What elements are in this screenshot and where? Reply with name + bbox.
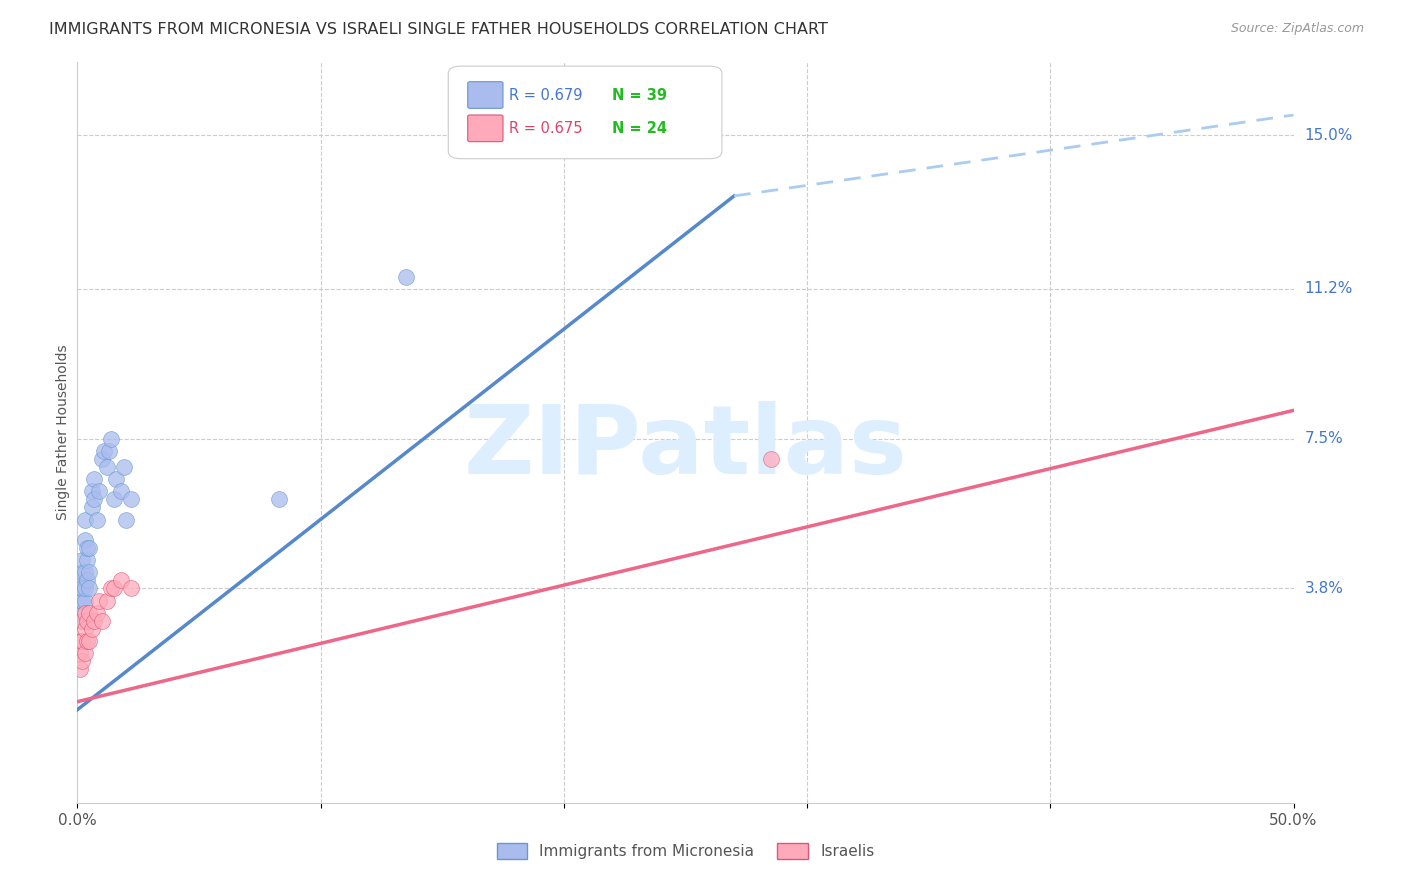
Point xyxy=(86,606,108,620)
Point xyxy=(79,541,101,555)
Point xyxy=(70,565,93,579)
Point xyxy=(73,582,96,596)
Point xyxy=(90,451,112,466)
Point xyxy=(70,553,93,567)
Point xyxy=(120,582,142,596)
Text: 3.8%: 3.8% xyxy=(1305,581,1344,596)
Text: R = 0.675: R = 0.675 xyxy=(509,120,582,136)
Point xyxy=(80,484,103,499)
Point xyxy=(69,593,91,607)
Point xyxy=(73,565,96,579)
Text: IMMIGRANTS FROM MICRONESIA VS ISRAELI SINGLE FATHER HOUSEHOLDS CORRELATION CHART: IMMIGRANTS FROM MICRONESIA VS ISRAELI SI… xyxy=(49,22,828,37)
Point xyxy=(69,634,91,648)
Point xyxy=(269,492,291,507)
Point xyxy=(103,582,125,596)
Text: 11.2%: 11.2% xyxy=(1305,282,1353,296)
Point xyxy=(103,492,125,507)
Point xyxy=(115,513,138,527)
Y-axis label: Single Father Households: Single Father Households xyxy=(56,345,70,520)
Point xyxy=(79,565,101,579)
Text: 7.5%: 7.5% xyxy=(1305,431,1343,446)
Point xyxy=(89,593,111,607)
Point xyxy=(100,432,122,446)
Point xyxy=(395,269,418,284)
Point xyxy=(79,606,101,620)
Point xyxy=(73,622,96,636)
Point xyxy=(76,553,98,567)
Point xyxy=(73,646,96,660)
Point xyxy=(76,541,98,555)
Point xyxy=(69,582,91,596)
FancyBboxPatch shape xyxy=(449,66,721,159)
Point xyxy=(73,606,96,620)
Point xyxy=(73,513,96,527)
Point xyxy=(89,484,111,499)
Point xyxy=(759,451,782,466)
Point xyxy=(97,443,120,458)
Point xyxy=(93,443,115,458)
Text: N = 39: N = 39 xyxy=(613,87,668,103)
Point xyxy=(70,614,93,628)
Point xyxy=(83,614,105,628)
Point xyxy=(70,614,93,628)
Point xyxy=(76,574,98,588)
Point xyxy=(112,460,135,475)
Point xyxy=(69,574,91,588)
Point xyxy=(83,472,105,486)
Text: ZIPatlas: ZIPatlas xyxy=(464,401,907,494)
Point xyxy=(96,460,118,475)
Point xyxy=(79,582,101,596)
Point xyxy=(73,593,96,607)
Point xyxy=(79,634,101,648)
Point xyxy=(70,582,93,596)
Point xyxy=(69,606,91,620)
Point xyxy=(86,513,108,527)
Point xyxy=(105,472,128,486)
Point xyxy=(120,492,142,507)
Point xyxy=(69,662,91,676)
Point xyxy=(70,593,93,607)
Text: N = 24: N = 24 xyxy=(613,120,668,136)
FancyBboxPatch shape xyxy=(468,82,503,108)
Point xyxy=(70,634,93,648)
Text: R = 0.679: R = 0.679 xyxy=(509,87,582,103)
Point xyxy=(80,500,103,515)
Point xyxy=(100,582,122,596)
Point xyxy=(90,614,112,628)
Text: 15.0%: 15.0% xyxy=(1305,128,1353,143)
Point xyxy=(76,634,98,648)
Point xyxy=(83,492,105,507)
Point xyxy=(73,533,96,547)
Text: Source: ZipAtlas.com: Source: ZipAtlas.com xyxy=(1230,22,1364,36)
Point xyxy=(80,622,103,636)
Point xyxy=(110,574,132,588)
Point xyxy=(70,654,93,668)
Point xyxy=(96,593,118,607)
FancyBboxPatch shape xyxy=(468,115,503,142)
Point xyxy=(69,646,91,660)
Point xyxy=(110,484,132,499)
Point xyxy=(76,614,98,628)
Legend: Immigrants from Micronesia, Israelis: Immigrants from Micronesia, Israelis xyxy=(491,838,880,865)
